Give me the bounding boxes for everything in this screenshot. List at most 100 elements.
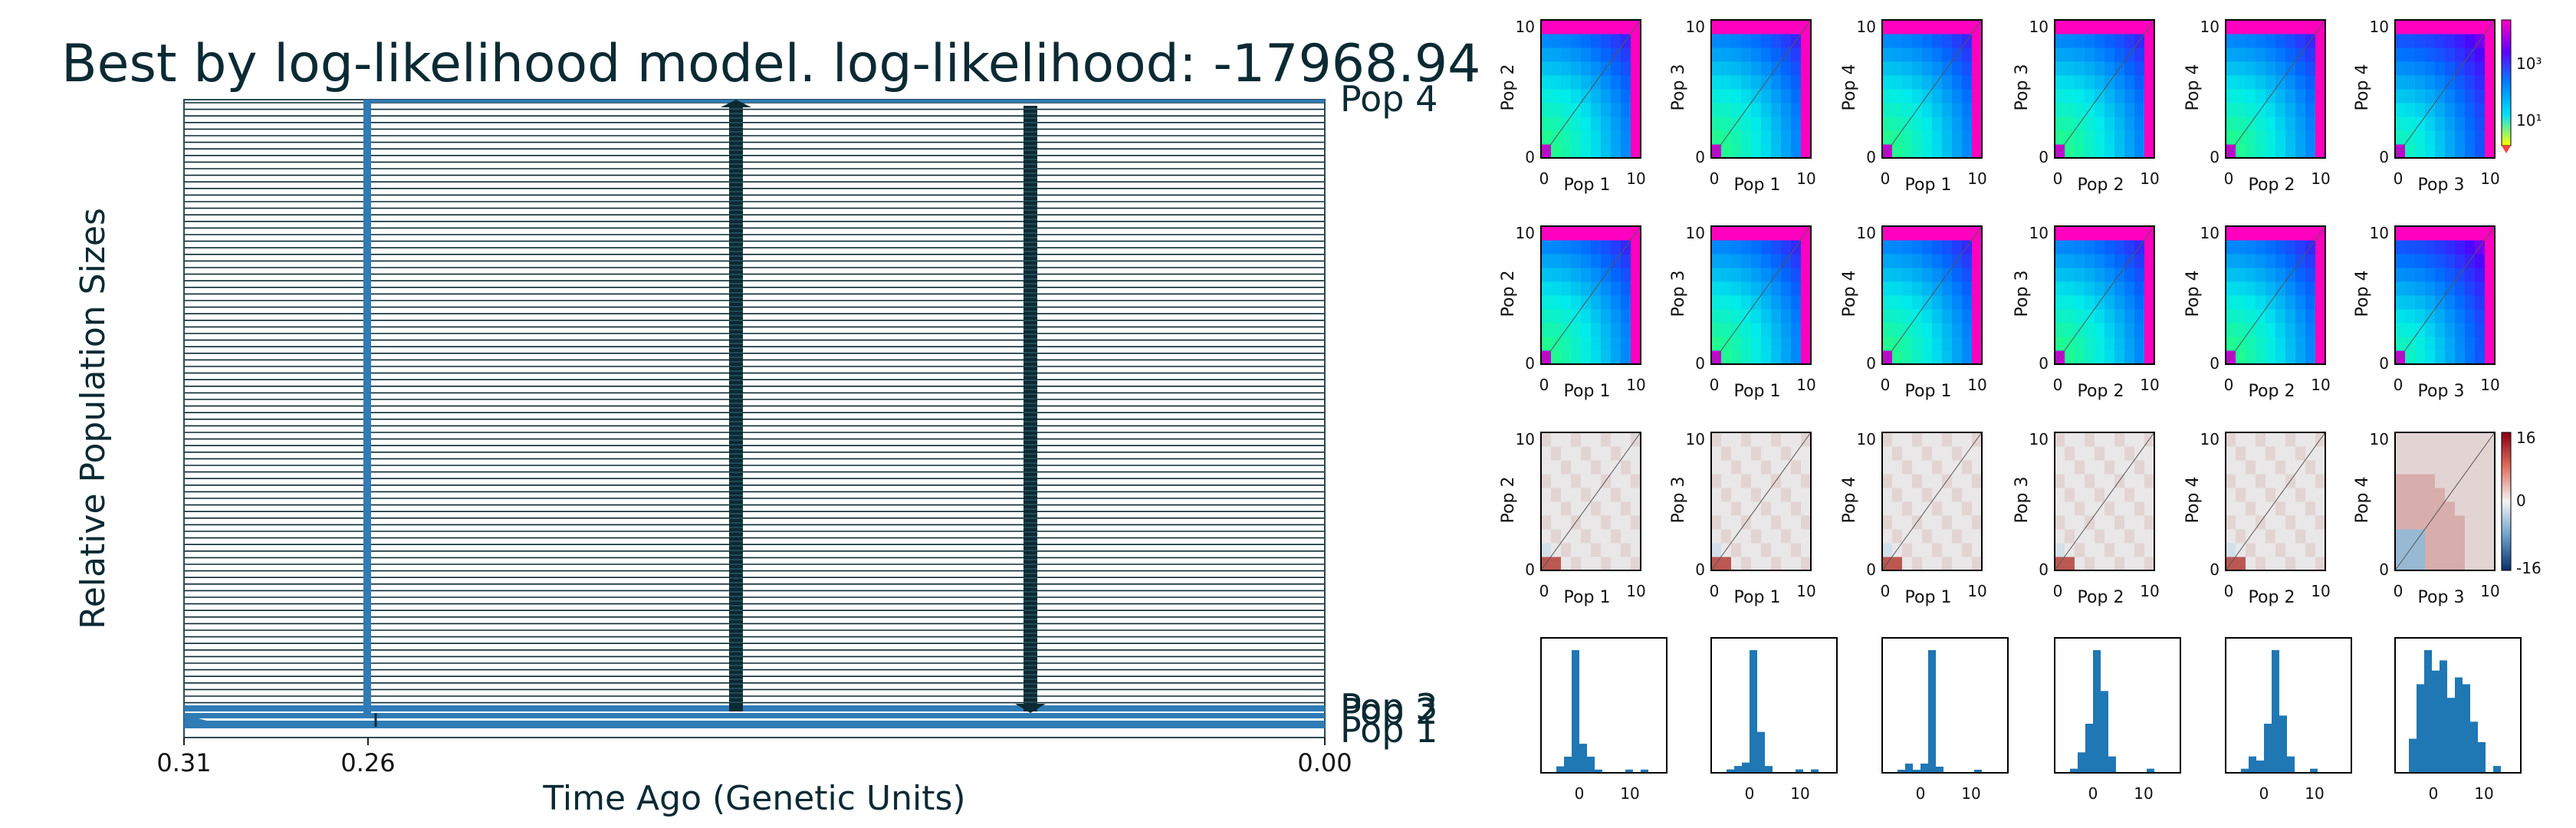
tick-label: 10 <box>1626 376 1645 394</box>
heatmap-cell <box>2114 226 2125 241</box>
heatmap-cell <box>1902 446 1913 461</box>
heatmap-cell <box>1611 529 1622 544</box>
heatmap-cell <box>1711 460 1722 475</box>
heatmap-cell <box>2485 117 2496 131</box>
heatmap-cell <box>1541 75 1552 90</box>
heatmap-cell <box>2065 226 2075 241</box>
heatmap-cell <box>2104 515 2115 530</box>
heatmap-cell <box>2226 254 2236 268</box>
heatmap-cell <box>2475 130 2486 145</box>
heatmap-cell <box>2144 501 2155 516</box>
heatmap-cell <box>2285 103 2296 117</box>
heatmap-cell <box>2295 295 2306 310</box>
heatmap-cell <box>1621 75 1631 90</box>
heatmap-cell <box>2124 281 2135 296</box>
tick-label: 0 <box>1695 354 1705 373</box>
colorbar-label: 16 <box>2516 429 2535 447</box>
heatmap-cell <box>2305 226 2316 241</box>
heatmap-cell <box>2455 543 2466 557</box>
heatmap-cell <box>1962 254 1973 268</box>
heatmap-cell <box>1781 240 1792 255</box>
heatmap-cell <box>2435 543 2446 557</box>
heatmap-cell <box>2256 240 2266 255</box>
heatmap-cell <box>2256 529 2266 544</box>
residual-histogram-4: 0 10 <box>2054 637 2181 803</box>
heatmap-cell <box>1611 432 1622 447</box>
heatmap-cell <box>2144 515 2155 530</box>
heatmap-cell <box>1621 323 1631 337</box>
heatmap-cell <box>2295 529 2306 544</box>
heatmap-cell <box>1621 529 1631 544</box>
heatmap-cell <box>1741 268 1752 282</box>
heatmap-cell <box>1882 460 1893 475</box>
heatmap-cell <box>1801 144 1812 159</box>
heatmap-cell <box>1601 350 1612 365</box>
heatmap-cell <box>2465 474 2476 488</box>
heatmap-cell <box>2065 240 2075 255</box>
heatmap-cell <box>1601 144 1612 159</box>
heatmap-cell <box>1541 309 1552 324</box>
tick-label: 10 <box>2029 430 2049 449</box>
heatmap-ylabel: Pop 4 <box>2183 477 2203 524</box>
heatmap-cell <box>2475 337 2486 351</box>
hist-bar <box>2470 721 2478 773</box>
heatmap-cell <box>2315 295 2326 310</box>
heatmap-cell <box>2435 446 2446 461</box>
heatmap-cell <box>2104 543 2115 557</box>
heatmap-cell <box>1561 75 1572 90</box>
heatmap-cell <box>1801 117 1812 131</box>
heatmap-cell <box>1771 34 1782 48</box>
heatmap-cell <box>2266 488 2276 502</box>
heatmap-cell <box>1912 48 1923 62</box>
tick-label: 10 <box>2311 582 2330 600</box>
hist-bar <box>1757 731 1765 773</box>
heatmap-cell <box>2236 226 2246 241</box>
heatmap-cell <box>2104 337 2115 351</box>
heatmap-cell <box>1781 20 1792 34</box>
heatmap-ylabel: Pop 4 <box>2183 64 2203 111</box>
heatmap-cell <box>1922 474 1933 488</box>
heatmap-cell <box>2236 432 2246 447</box>
heatmap-cell <box>1882 268 1893 282</box>
heatmap-cell <box>1972 117 1983 131</box>
heatmap-cell <box>2256 89 2266 104</box>
colorbar-label: 10¹ <box>2516 111 2542 130</box>
heatmap-cell <box>1571 268 1582 282</box>
heatmap-cell <box>2266 48 2276 62</box>
heatmap-cell <box>1551 89 1562 104</box>
heatmap-cell <box>1721 323 1732 337</box>
heatmap-cell <box>2124 89 2135 104</box>
heatmap-cell <box>1801 529 1812 544</box>
heatmap-cell <box>2415 75 2426 90</box>
heatmap-cell <box>1741 117 1752 131</box>
heatmap-cell <box>1721 61 1732 76</box>
heatmap-cell <box>1972 543 1983 557</box>
heatmap-cell <box>1801 474 1812 488</box>
heatmap-cell <box>1781 323 1792 337</box>
heatmap-cell <box>1741 350 1752 365</box>
heatmap-cell <box>2085 557 2095 571</box>
heatmap-cell <box>2405 226 2416 241</box>
heatmap-cell <box>1932 103 1943 117</box>
heatmap-cell <box>1962 226 1973 241</box>
heatmap-cell <box>1541 446 1552 461</box>
heatmap-cell <box>1561 89 1572 104</box>
heatmap-cell <box>2415 254 2426 268</box>
heatmap-cell <box>2266 61 2276 76</box>
tick-label: 0 <box>2394 376 2404 394</box>
heatmap-cell <box>1581 557 1592 571</box>
x-axis-label: Time Ago (Genetic Units) <box>542 779 965 818</box>
heatmap-cell <box>2124 268 2135 282</box>
heatmap-cell <box>1631 48 1641 62</box>
heatmap-cell <box>2226 34 2236 48</box>
heatmap-cell <box>2285 350 2296 365</box>
heatmap-cell <box>1902 515 1913 530</box>
heatmap-cell <box>2256 501 2266 516</box>
heatmap-cell <box>1932 460 1943 475</box>
heatmap-cell <box>1731 226 1742 241</box>
heatmap-cell <box>2266 350 2276 365</box>
heatmap-cell <box>2085 323 2095 337</box>
heatmap-cell <box>2415 240 2426 255</box>
heatmap-frame <box>2225 19 2326 159</box>
